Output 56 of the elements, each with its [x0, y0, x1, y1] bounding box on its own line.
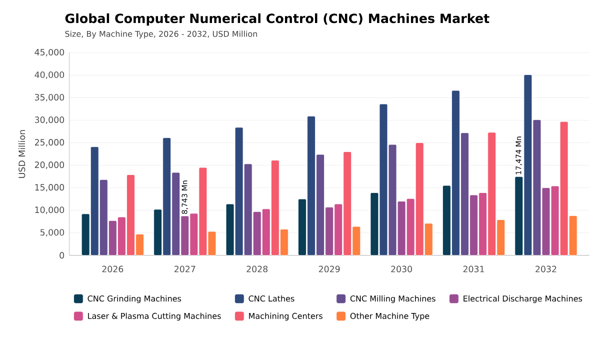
y-tick-label: 15,000 [35, 184, 64, 192]
y-tick-label: 25,000 [34, 139, 64, 146]
legend-label: Electrical Discharge Machines [464, 295, 582, 304]
bar [307, 116, 316, 256]
legend-label: CNC Lathes [248, 295, 294, 302]
bar [180, 216, 190, 256]
legend-label: Machining Centers [249, 312, 322, 321]
x-tick-label: 2032 [536, 266, 556, 272]
y-axis-title: USD Million [18, 130, 26, 178]
bar [172, 172, 180, 256]
bar [118, 216, 126, 256]
bar [270, 160, 280, 256]
bar [460, 132, 469, 256]
legend-label: Laser & Plasma Cutting Machines [88, 312, 221, 321]
y-tick-label: 20,000 [34, 162, 64, 169]
chart-subtitle: Size, By Machine Type, 2026 - 2032, USD Million [65, 30, 257, 38]
x-tick-label: 2030 [391, 266, 412, 272]
bar [280, 228, 288, 256]
x-tick-label: 2029 [318, 266, 340, 272]
y-tick-label: 40,000 [34, 71, 64, 79]
bar [334, 204, 343, 256]
bar [415, 142, 424, 256]
x-tick-label: 2028 [246, 266, 268, 272]
bar [442, 185, 451, 256]
y-tick-label: 10,000 [35, 206, 64, 214]
x-tick-label: 2026 [102, 266, 124, 272]
bar [99, 179, 108, 256]
y-tick-label: 0 [60, 252, 64, 259]
bar [470, 194, 478, 256]
bar [496, 220, 506, 256]
legend-label: CNC Grinding Machines [88, 295, 182, 304]
bar [478, 192, 487, 256]
bar [325, 206, 334, 256]
bar [90, 146, 99, 256]
bar [343, 152, 352, 256]
bar [136, 234, 144, 256]
bar [108, 220, 117, 256]
bar [162, 138, 172, 256]
y-tick-label: 45,000 [34, 48, 64, 56]
y-tick-label: 5,000 [40, 229, 64, 237]
bar [252, 211, 262, 256]
bar [126, 174, 135, 256]
chart-title: Global Computer Numerical Control (CNC) Machines Market [65, 13, 490, 26]
x-tick-label: 2031 [463, 266, 484, 272]
y-tick-label: 35,000 [34, 94, 64, 102]
y-tick-label: 30,000 [34, 116, 64, 124]
bar [262, 208, 270, 256]
legend-label: CNC Milling Machines [350, 295, 436, 304]
legend-label: Other Machine Type [350, 312, 430, 321]
bar [452, 90, 460, 256]
bar [488, 132, 496, 256]
bar [424, 223, 433, 256]
x-tick-label: 2027 [174, 266, 196, 272]
bar [316, 154, 324, 256]
bar [298, 198, 306, 256]
bar [154, 209, 162, 256]
